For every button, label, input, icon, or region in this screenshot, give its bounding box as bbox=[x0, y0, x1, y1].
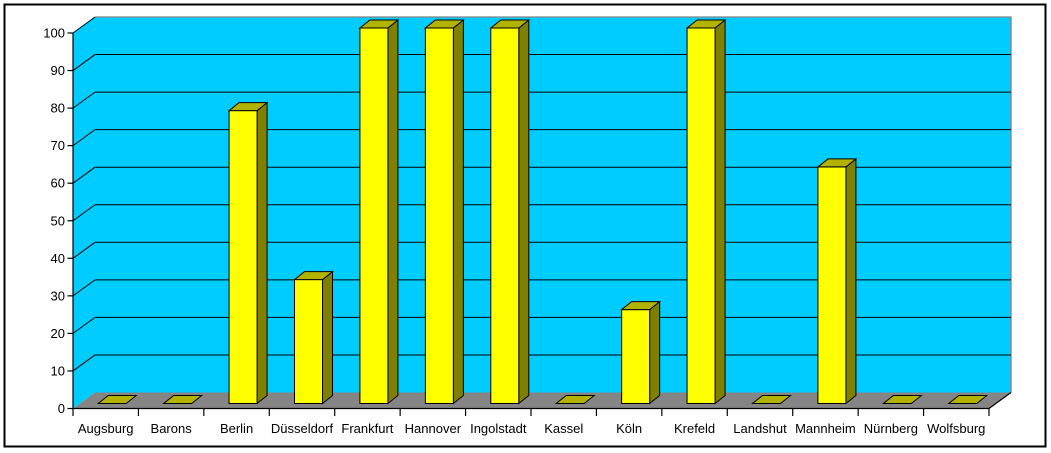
bar-d-sseldorf[interactable] bbox=[293, 270, 334, 405]
y-axis-label-90: 90 bbox=[51, 63, 65, 78]
bar-top-face bbox=[293, 271, 334, 281]
bar-top-face bbox=[423, 19, 465, 29]
x-axis-label-9: Krefeld bbox=[674, 421, 715, 436]
bar-frankfurt[interactable] bbox=[358, 18, 400, 405]
bar-berlin[interactable] bbox=[227, 101, 269, 405]
x-axis-label-2: Berlin bbox=[220, 421, 253, 436]
bar-top-face bbox=[96, 395, 138, 404]
wall-border bbox=[95, 16, 1012, 393]
y-axis-label-80: 80 bbox=[51, 101, 65, 116]
bar-side-face bbox=[714, 18, 726, 405]
y-axis-label-10: 10 bbox=[51, 363, 65, 378]
bar-front-face bbox=[621, 309, 651, 404]
y-axis-label-0: 0 bbox=[58, 401, 65, 416]
y-axis-label-50: 50 bbox=[51, 213, 65, 228]
y-axis-label-100: 100 bbox=[43, 26, 65, 41]
bar-front-face bbox=[424, 27, 454, 404]
bar-top-face bbox=[489, 19, 531, 29]
bar-front-face bbox=[817, 166, 847, 404]
x-axis-label-6: Ingolstadt bbox=[470, 421, 527, 436]
gridline-connector-10 bbox=[72, 354, 96, 372]
bar-k-ln[interactable] bbox=[620, 300, 662, 405]
bar-hannover[interactable] bbox=[423, 18, 465, 405]
x-axis-label-3: Düsseldorf bbox=[271, 421, 334, 436]
y-axis-label-30: 30 bbox=[51, 288, 65, 303]
gridline-connector-30 bbox=[72, 279, 96, 297]
bar-top-face bbox=[620, 301, 662, 311]
bar-front-face bbox=[359, 27, 389, 404]
bar-top-face bbox=[358, 19, 400, 29]
x-axis-label-11: Mannheim bbox=[795, 421, 856, 436]
bar-top-face bbox=[554, 395, 596, 404]
bar-mannheim[interactable] bbox=[816, 157, 858, 405]
bar-side-face bbox=[256, 101, 268, 405]
x-axis-label-1: Barons bbox=[151, 421, 193, 436]
bar-side-face bbox=[452, 18, 464, 405]
bar-landshut[interactable] bbox=[751, 395, 792, 404]
bar-wolfsburg[interactable] bbox=[947, 395, 989, 404]
bar-top-face bbox=[816, 158, 858, 168]
gridline-connector-20 bbox=[72, 316, 96, 334]
bar-ingolstadt[interactable] bbox=[489, 18, 531, 405]
bar-n-rnberg[interactable] bbox=[881, 395, 923, 404]
bar-side-face bbox=[649, 300, 661, 405]
bar-top-face bbox=[947, 395, 989, 404]
gridline-connector-90 bbox=[72, 54, 96, 71]
bar-krefeld[interactable] bbox=[685, 18, 727, 405]
gridline-connector-60 bbox=[72, 166, 96, 184]
y-axis-label-70: 70 bbox=[51, 138, 65, 153]
gridline-connector-40 bbox=[72, 241, 96, 259]
x-axis-label-12: Nürnberg bbox=[864, 421, 918, 436]
gridline-connector-70 bbox=[72, 129, 96, 147]
chart-floor bbox=[73, 392, 1011, 409]
bar-side-face bbox=[322, 270, 333, 405]
y-axis-label-60: 60 bbox=[51, 176, 65, 191]
bar-front-face bbox=[686, 27, 716, 404]
bar-top-face bbox=[685, 19, 727, 29]
bar-front-face bbox=[294, 279, 323, 404]
bar-top-face bbox=[881, 395, 923, 404]
bar-top-face bbox=[227, 102, 269, 112]
chart-wall bbox=[73, 17, 1011, 409]
bar-side-face bbox=[518, 18, 530, 405]
x-axis-label-7: Kassel bbox=[544, 421, 583, 436]
gridline-connector-50 bbox=[72, 204, 96, 222]
gridline-connector-100 bbox=[72, 16, 96, 34]
y-axis-label-40: 40 bbox=[51, 251, 65, 266]
x-axis-label-4: Frankfurt bbox=[341, 421, 393, 436]
bar-barons[interactable] bbox=[162, 395, 204, 404]
bar-front-face bbox=[228, 110, 258, 405]
x-axis-label-13: Wolfsburg bbox=[927, 421, 985, 436]
x-axis-label-0: Augsburg bbox=[78, 421, 134, 436]
gridline-connector-80 bbox=[72, 91, 96, 109]
x-axis-label-8: Köln bbox=[616, 421, 642, 436]
bar-top-face bbox=[751, 395, 792, 404]
floor-right-edge bbox=[988, 392, 1012, 409]
x-axis-label-5: Hannover bbox=[405, 421, 462, 436]
bar-augsburg[interactable] bbox=[96, 395, 138, 404]
bar-side-face bbox=[387, 18, 399, 405]
y-axis-label-20: 20 bbox=[51, 326, 65, 341]
bar-front-face bbox=[490, 27, 520, 404]
bar-top-face bbox=[162, 395, 204, 404]
x-axis-label-10: Landshut bbox=[733, 421, 787, 436]
bar-side-face bbox=[845, 157, 857, 405]
bar-kassel[interactable] bbox=[554, 395, 596, 404]
